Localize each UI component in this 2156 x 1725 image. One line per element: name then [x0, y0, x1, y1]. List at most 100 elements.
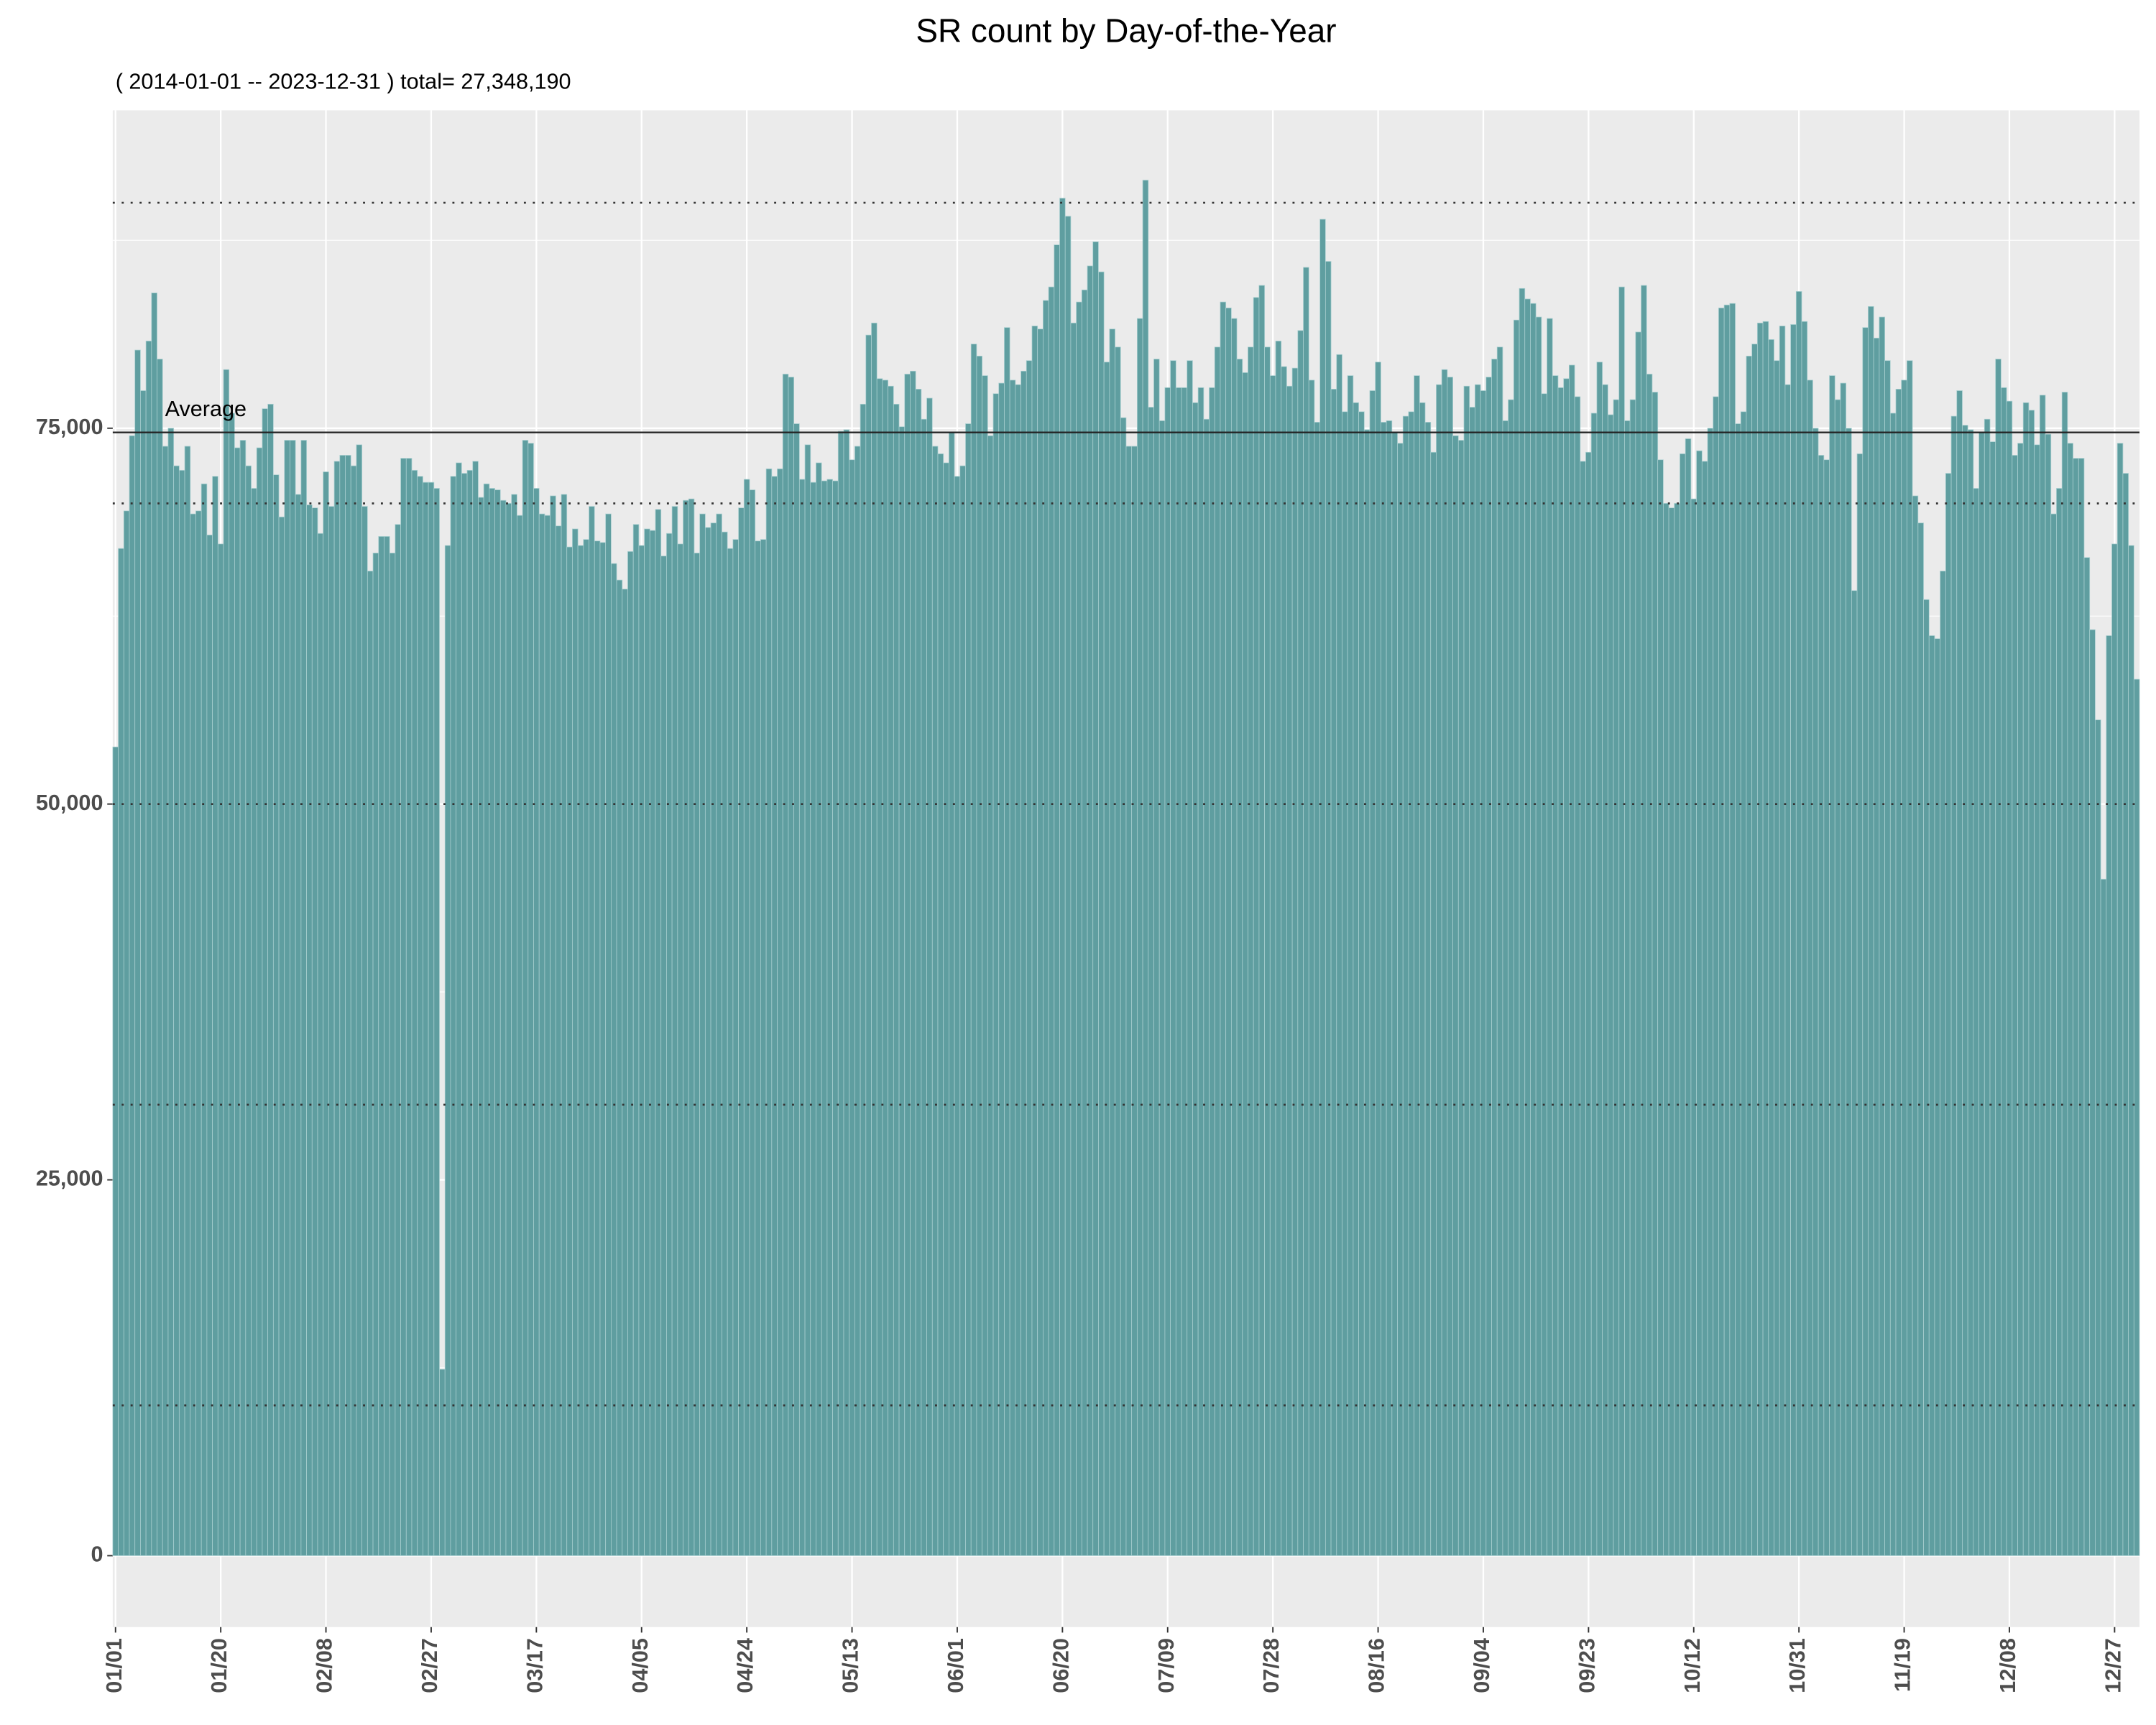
- bar: [1967, 429, 1974, 1556]
- bar: [1308, 380, 1315, 1556]
- bar: [1092, 242, 1099, 1556]
- bar: [666, 533, 673, 1556]
- bar: [1868, 306, 1874, 1556]
- bar: [1125, 446, 1133, 1556]
- bar: [361, 506, 368, 1556]
- bar: [1181, 387, 1188, 1556]
- bar: [1291, 367, 1299, 1556]
- bar: [499, 500, 507, 1556]
- bar: [1469, 407, 1475, 1556]
- bar: [1325, 261, 1332, 1556]
- bar: [1624, 420, 1631, 1556]
- bar: [1414, 375, 1420, 1556]
- bar: [837, 431, 844, 1556]
- bar: [483, 483, 490, 1556]
- bar: [992, 393, 1000, 1556]
- bar: [893, 403, 900, 1556]
- bar: [1475, 384, 1481, 1556]
- bar: [943, 462, 949, 1556]
- bar: [765, 468, 773, 1556]
- bar: [583, 539, 589, 1556]
- bar: [2073, 458, 2079, 1556]
- bar: [317, 533, 324, 1556]
- bar: [755, 540, 761, 1556]
- bar: [206, 534, 213, 1556]
- bar: [1945, 473, 1952, 1556]
- bar: [2078, 458, 2085, 1556]
- bar: [1978, 432, 1985, 1556]
- bar: [555, 525, 562, 1556]
- bar: [1408, 411, 1415, 1556]
- bar: [1175, 387, 1182, 1556]
- bar: [1873, 337, 1880, 1556]
- bar: [1889, 413, 1897, 1556]
- bar: [1148, 407, 1154, 1556]
- bar: [1950, 415, 1958, 1556]
- bar: [1253, 297, 1260, 1556]
- bar: [843, 429, 850, 1556]
- bar: [1381, 422, 1387, 1556]
- bar: [2111, 543, 2118, 1556]
- bar: [538, 513, 545, 1556]
- bar: [1209, 387, 1215, 1556]
- bar: [2022, 402, 2030, 1556]
- bar: [1735, 423, 1741, 1556]
- bar: [1336, 354, 1342, 1556]
- bar: [439, 1368, 446, 1556]
- bar: [1275, 341, 1282, 1556]
- bar: [1774, 360, 1780, 1556]
- bar: [151, 293, 157, 1556]
- bar: [1187, 360, 1193, 1556]
- bar: [1795, 291, 1802, 1556]
- bar: [1281, 366, 1287, 1556]
- x-tick-label: 03/17: [522, 1638, 547, 1693]
- bar: [871, 323, 877, 1556]
- bar: [1109, 328, 1115, 1556]
- x-tick-label: 07/09: [1154, 1638, 1179, 1693]
- bar: [1740, 411, 1747, 1556]
- bar: [140, 390, 147, 1556]
- bar: [1353, 402, 1359, 1556]
- bar: [239, 440, 247, 1556]
- bar: [1508, 399, 1514, 1556]
- bar: [2006, 400, 2013, 1556]
- bar: [1158, 420, 1166, 1556]
- bar: [450, 476, 457, 1556]
- bar: [1680, 453, 1686, 1556]
- bar: [1375, 362, 1381, 1556]
- x-tick-label: 02/27: [418, 1638, 442, 1693]
- bar: [167, 428, 175, 1556]
- bar: [738, 507, 745, 1556]
- bar: [444, 545, 451, 1556]
- bar: [356, 444, 363, 1556]
- bar: [2116, 443, 2124, 1556]
- bar: [1668, 507, 1675, 1556]
- bar: [229, 413, 235, 1556]
- bar: [699, 513, 706, 1556]
- bar: [1912, 495, 1919, 1556]
- bar: [1818, 455, 1825, 1556]
- bar: [804, 444, 811, 1556]
- bar: [915, 389, 922, 1556]
- bar: [178, 469, 185, 1556]
- bar: [793, 423, 800, 1556]
- bar: [1707, 428, 1714, 1556]
- bar: [743, 479, 750, 1556]
- bar: [190, 513, 196, 1556]
- bar: [267, 403, 274, 1556]
- bar: [306, 505, 313, 1556]
- bar: [1059, 198, 1066, 1556]
- bar: [162, 446, 169, 1556]
- bar: [1657, 459, 1664, 1556]
- x-tick-label: 05/13: [839, 1638, 863, 1693]
- bar: [1330, 389, 1337, 1556]
- bar: [300, 440, 307, 1556]
- bar: [782, 374, 789, 1556]
- bar: [2106, 635, 2112, 1556]
- bar: [245, 465, 252, 1556]
- bar: [704, 527, 711, 1556]
- bar: [533, 488, 540, 1556]
- bar: [378, 536, 384, 1556]
